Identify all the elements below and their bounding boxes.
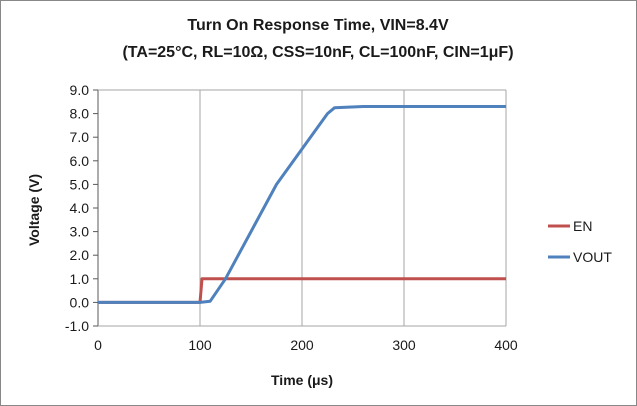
x-axis-label: Time (μs) — [271, 372, 333, 388]
x-tick-label: 100 — [188, 337, 212, 353]
y-tick-label: 8.0 — [70, 106, 90, 122]
chart-subtitle: (TA=25°C, RL=10Ω, CSS=10nF, CL=100nF, CI… — [122, 44, 513, 61]
y-tick-label: 3.0 — [70, 224, 90, 240]
y-tick-label: -1.0 — [65, 318, 89, 334]
y-tick-label: 0.0 — [70, 294, 90, 310]
legend-label: VOUT — [573, 249, 612, 265]
y-tick-label: 2.0 — [70, 247, 90, 263]
grid — [199, 90, 507, 326]
y-tick-label: 1.0 — [70, 271, 90, 287]
y-tick-label: 7.0 — [70, 129, 90, 145]
y-tick-label: 5.0 — [70, 176, 90, 192]
x-tick-label: 0 — [94, 337, 102, 353]
tick-labels: 0 100 200 300 400 -1.0 0.0 1.0 2.0 3.0 4.0 5.0 6.0 7.… — [65, 82, 518, 353]
y-tick-label: 6.0 — [70, 153, 90, 169]
x-tick-label: 400 — [494, 337, 518, 353]
chart-title: Turn On Response Time, VIN=8.4V — [187, 17, 449, 34]
series — [98, 105, 506, 304]
series-line-vout — [98, 105, 506, 304]
y-tick-label: 9.0 — [70, 82, 90, 98]
x-tick-label: 200 — [290, 337, 314, 353]
x-tick-label: 300 — [392, 337, 416, 353]
legend-label: EN — [573, 218, 592, 234]
legend: EN VOUT — [548, 218, 612, 265]
y-tick-label: 4.0 — [70, 200, 90, 216]
axes — [93, 89, 506, 327]
y-axis-label: Voltage (V) — [26, 174, 42, 246]
